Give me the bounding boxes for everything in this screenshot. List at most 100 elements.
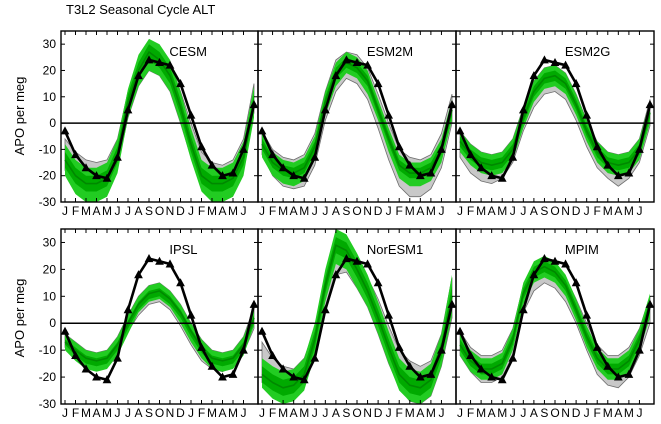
month-label: S — [342, 406, 350, 420]
obs-marker — [582, 310, 592, 319]
month-label: J — [62, 204, 68, 218]
obs-marker — [508, 353, 518, 362]
obs-marker — [518, 305, 528, 314]
obs-marker — [102, 375, 112, 384]
month-label: J — [259, 204, 265, 218]
obs-marker — [186, 110, 196, 119]
obs-marker — [447, 299, 456, 308]
obs-marker — [352, 57, 362, 67]
panel-title: IPSL — [169, 242, 197, 257]
obs-marker — [363, 259, 372, 268]
month-label: M — [405, 406, 415, 420]
obs-marker — [186, 310, 196, 319]
y-tick-label: 20 — [43, 262, 57, 276]
obs-marker — [437, 144, 446, 153]
plot-area — [61, 38, 258, 202]
month-label: M — [102, 204, 112, 218]
month-label: J — [312, 204, 318, 218]
month-label: O — [550, 204, 559, 218]
obs-marker — [123, 105, 133, 114]
obs-marker — [487, 171, 497, 180]
panel-title: NorESM1 — [367, 242, 423, 257]
month-label: A — [290, 204, 298, 218]
obs-marker — [320, 105, 330, 114]
obs-marker — [207, 160, 217, 169]
obs-marker — [218, 171, 227, 180]
month-label: J — [312, 406, 318, 420]
month-label: M — [497, 204, 507, 218]
month-label: J — [125, 406, 131, 420]
obs-marker — [71, 350, 80, 359]
month-label: J — [322, 204, 328, 218]
obs-marker — [239, 144, 248, 153]
panel-title: ESM2G — [565, 44, 611, 59]
obs-marker — [497, 173, 507, 182]
month-label: J — [520, 204, 526, 218]
month-label: J — [125, 204, 131, 218]
obs-marker — [268, 150, 277, 159]
obs-marker — [144, 55, 154, 64]
month-label: F — [198, 406, 205, 420]
obs-marker — [645, 299, 654, 308]
model-band-inner — [65, 288, 254, 367]
obs-marker — [81, 364, 91, 373]
obs-marker — [592, 142, 602, 151]
month-label: M — [603, 204, 613, 218]
obs-marker — [550, 57, 560, 67]
month-label: J — [386, 406, 392, 420]
month-label: M — [207, 204, 217, 218]
month-label: M — [228, 406, 238, 420]
obs-marker — [331, 71, 341, 80]
month-label: A — [290, 406, 298, 420]
month-label: F — [269, 204, 276, 218]
month-label: N — [561, 204, 570, 218]
month-label: S — [540, 204, 548, 218]
obs-marker — [123, 305, 133, 314]
obs-marker — [258, 326, 267, 335]
month-label: A — [332, 406, 340, 420]
month-label: J — [584, 406, 590, 420]
obs-marker — [373, 79, 383, 88]
month-label: M — [624, 406, 634, 420]
model-mean-line — [459, 265, 651, 370]
month-label: J — [438, 204, 444, 218]
obs-marker — [624, 369, 634, 378]
month-label: J — [584, 204, 590, 218]
month-label: J — [188, 204, 194, 218]
month-label: S — [342, 204, 350, 218]
month-label: D — [572, 204, 581, 218]
obs-marker — [278, 163, 288, 172]
obs-marker — [476, 163, 486, 172]
obs-marker — [92, 171, 101, 180]
obs-marker — [603, 160, 613, 169]
model-mean-line — [459, 74, 651, 166]
month-label: A — [614, 406, 622, 420]
y-tick-label: 0 — [49, 316, 56, 330]
obs-marker — [603, 361, 613, 370]
obs-marker — [289, 372, 299, 381]
model-band-inner — [65, 44, 254, 192]
obs-marker — [582, 110, 592, 119]
obs-marker — [155, 57, 164, 67]
month-label: F — [396, 406, 403, 420]
obs-marker — [624, 168, 634, 177]
obs-marker — [518, 105, 528, 114]
month-label: M — [405, 204, 415, 218]
month-label: J — [520, 406, 526, 420]
obs-marker — [476, 364, 486, 373]
y-tick-label: -20 — [39, 169, 57, 183]
month-label: J — [241, 204, 247, 218]
obs-marker — [426, 369, 436, 378]
obs-marker — [258, 126, 267, 135]
month-label: D — [176, 204, 185, 218]
month-label: A — [416, 406, 424, 420]
obs-marker — [508, 152, 518, 161]
month-label: M — [278, 204, 288, 218]
obs-marker — [487, 372, 497, 381]
panel-title: ESM2M — [367, 44, 413, 59]
obs-marker — [405, 361, 415, 370]
